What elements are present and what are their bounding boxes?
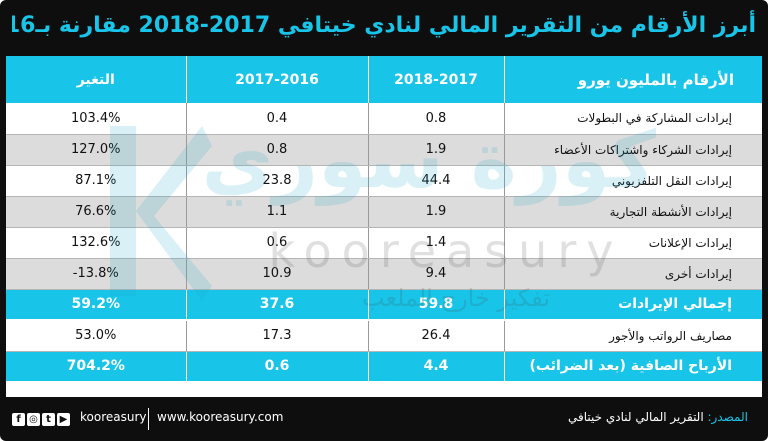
header-year-2018-2017: 2018-2017 <box>367 56 504 103</box>
table-row: إيرادات الإعلانات 1.4 0.6 132.6% <box>6 227 762 259</box>
cell-2017-2016: 17.3 <box>185 320 368 352</box>
cell-2018-2017: 4.4 <box>367 351 504 383</box>
cell-2018-2017: 9.4 <box>367 258 504 290</box>
header-change: التغير <box>6 56 186 103</box>
row-label: إيرادات الأنشطة التجارية <box>503 196 762 228</box>
social-handle[interactable]: kooreasury <box>80 410 147 424</box>
instagram-icon[interactable]: ◎ <box>27 412 40 426</box>
row-label: مصاريف الرواتب والأجور <box>503 320 762 352</box>
cell-2017-2016: 37.6 <box>185 289 368 321</box>
cell-change: 76.6% <box>6 196 186 228</box>
row-label: إجمالي الإيرادات <box>503 289 762 321</box>
row-label: إيرادات النقل التلفزيوني <box>503 165 762 197</box>
table-total-row: الأرباح الصافية (بعد الضرائب) 4.4 0.6 704.2… <box>6 351 762 383</box>
table-row: إيرادات النقل التلفزيوني 44.4 23.8 87.1% <box>6 165 762 197</box>
financial-table-container: الأرقام بالمليون يورو 2018-2017 2017-201… <box>6 56 762 397</box>
row-label: الأرباح الصافية (بعد الضرائب) <box>503 351 762 383</box>
row-label: إيرادات المشاركة في البطولات <box>503 103 762 135</box>
financial-table: الأرقام بالمليون يورو 2018-2017 2017-201… <box>6 56 762 383</box>
table-total-row: إجمالي الإيرادات 59.8 37.6 59.2% <box>6 289 762 321</box>
footer: f ◎ t ▶ kooreasury www.kooreasury.com ال… <box>0 400 768 441</box>
header-label: الأرقام بالمليون يورو <box>503 56 762 103</box>
cell-2018-2017: 1.4 <box>367 227 504 259</box>
facebook-icon[interactable]: f <box>12 412 25 426</box>
cell-change: 704.2% <box>6 351 186 383</box>
table-row: إيرادات المشاركة في البطولات 0.8 0.4 103.4% <box>6 103 762 135</box>
cell-2018-2017: 1.9 <box>367 134 504 166</box>
table-row: إيرادات الأنشطة التجارية 1.9 1.1 76.6% <box>6 196 762 228</box>
header-year-2017-2016: 2017-2016 <box>185 56 368 103</box>
website-link[interactable]: www.kooreasury.com <box>157 410 284 424</box>
page-title: أبرز الأرقام من التقرير المالي لنادي خيت… <box>12 13 756 38</box>
table-row: مصاريف الرواتب والأجور 26.4 17.3 53.0% <box>6 320 762 352</box>
cell-change: 127.0% <box>6 134 186 166</box>
cell-2017-2016: 0.6 <box>185 351 368 383</box>
cell-change: 132.6% <box>6 227 186 259</box>
table-row: إيرادات أخرى 9.4 10.9 13.8%- <box>6 258 762 290</box>
twitter-icon[interactable]: t <box>42 412 55 426</box>
cell-2017-2016: 0.8 <box>185 134 368 166</box>
cell-2018-2017: 44.4 <box>367 165 504 197</box>
cell-2017-2016: 1.1 <box>185 196 368 228</box>
cell-2018-2017: 59.8 <box>367 289 504 321</box>
cell-change: 103.4% <box>6 103 186 135</box>
social-icons: f ◎ t ▶ <box>12 411 70 427</box>
row-label: إيرادات أخرى <box>503 258 762 290</box>
cell-change: 87.1% <box>6 165 186 197</box>
cell-2017-2016: 0.4 <box>185 103 368 135</box>
cell-2018-2017: 1.9 <box>367 196 504 228</box>
footer-divider <box>148 408 149 430</box>
cell-2017-2016: 0.6 <box>185 227 368 259</box>
source-credit: المصدر: التقرير المالي لنادي خيتافي <box>568 410 748 424</box>
youtube-icon[interactable]: ▶ <box>57 412 70 426</box>
source-text: التقرير المالي لنادي خيتافي <box>568 410 704 424</box>
cell-change: 13.8%- <box>6 258 186 290</box>
cell-2018-2017: 0.8 <box>367 103 504 135</box>
row-label: إيرادات الإعلانات <box>503 227 762 259</box>
cell-2017-2016: 10.9 <box>185 258 368 290</box>
cell-2017-2016: 23.8 <box>185 165 368 197</box>
cell-change: 59.2% <box>6 289 186 321</box>
row-label: إيرادات الشركاء واشتراكات الأعضاء <box>503 134 762 166</box>
cell-change: 53.0% <box>6 320 186 352</box>
cell-2018-2017: 26.4 <box>367 320 504 352</box>
table-header-row: الأرقام بالمليون يورو 2018-2017 2017-201… <box>6 56 762 103</box>
source-label: المصدر: <box>707 410 748 424</box>
table-row: إيرادات الشركاء واشتراكات الأعضاء 1.9 0.8 1… <box>6 134 762 166</box>
